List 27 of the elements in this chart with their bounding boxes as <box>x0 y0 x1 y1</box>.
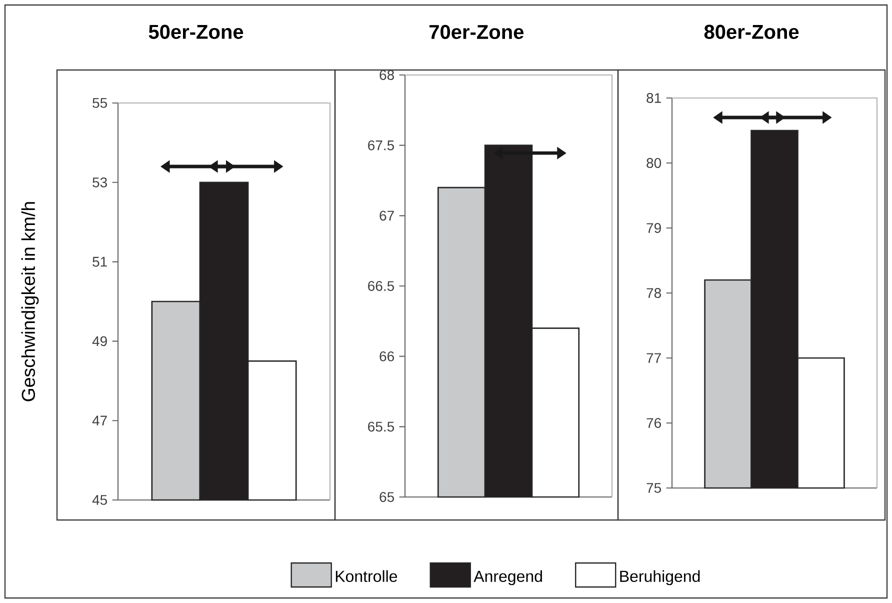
y-axis-title: Geschwindigkeit in km/h <box>21 202 39 402</box>
chart-title: 70er-Zone <box>429 24 524 40</box>
y-tick-label: 79 <box>646 223 661 233</box>
y-tick-label: 78 <box>646 288 661 298</box>
y-tick-label: 45 <box>92 495 108 505</box>
y-tick-label: 66 <box>380 351 394 362</box>
y-tick-label: 67 <box>380 210 394 221</box>
legend-label: Kontrolle <box>336 570 398 582</box>
y-tick-label: 65 <box>380 492 394 502</box>
chart-title: 50er-Zone <box>148 24 244 39</box>
y-tick-label: 47 <box>92 416 107 426</box>
y-tick-label: 67.5 <box>368 140 394 150</box>
chart-title: 80er-Zone <box>704 24 799 39</box>
y-tick-label: 66.5 <box>368 281 394 291</box>
y-tick-label: 77 <box>646 353 661 363</box>
y-tick-label: 81 <box>646 93 661 103</box>
y-tick-label: 80 <box>646 158 662 168</box>
y-tick-label: 68 <box>380 70 394 80</box>
y-tick-label: 53 <box>92 177 107 188</box>
y-tick-label: 76 <box>646 418 661 428</box>
legend-label: Beruhigend <box>620 570 700 586</box>
y-tick-label: 55 <box>92 98 108 108</box>
y-tick-label: 65.5 <box>368 422 394 432</box>
y-tick-label: 49 <box>92 336 107 346</box>
y-tick-label: 51 <box>92 256 107 267</box>
y-tick-label: 75 <box>646 483 662 493</box>
legend-label: Anregend <box>474 570 542 586</box>
